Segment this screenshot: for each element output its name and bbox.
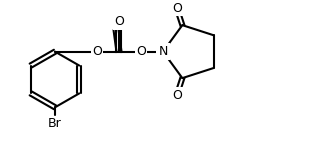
Text: O: O [114,15,124,28]
Text: Br: Br [48,117,62,130]
Text: N: N [158,45,168,58]
Text: O: O [172,89,182,102]
Text: O: O [172,2,182,15]
Text: O: O [136,45,146,58]
Text: O: O [92,45,102,58]
